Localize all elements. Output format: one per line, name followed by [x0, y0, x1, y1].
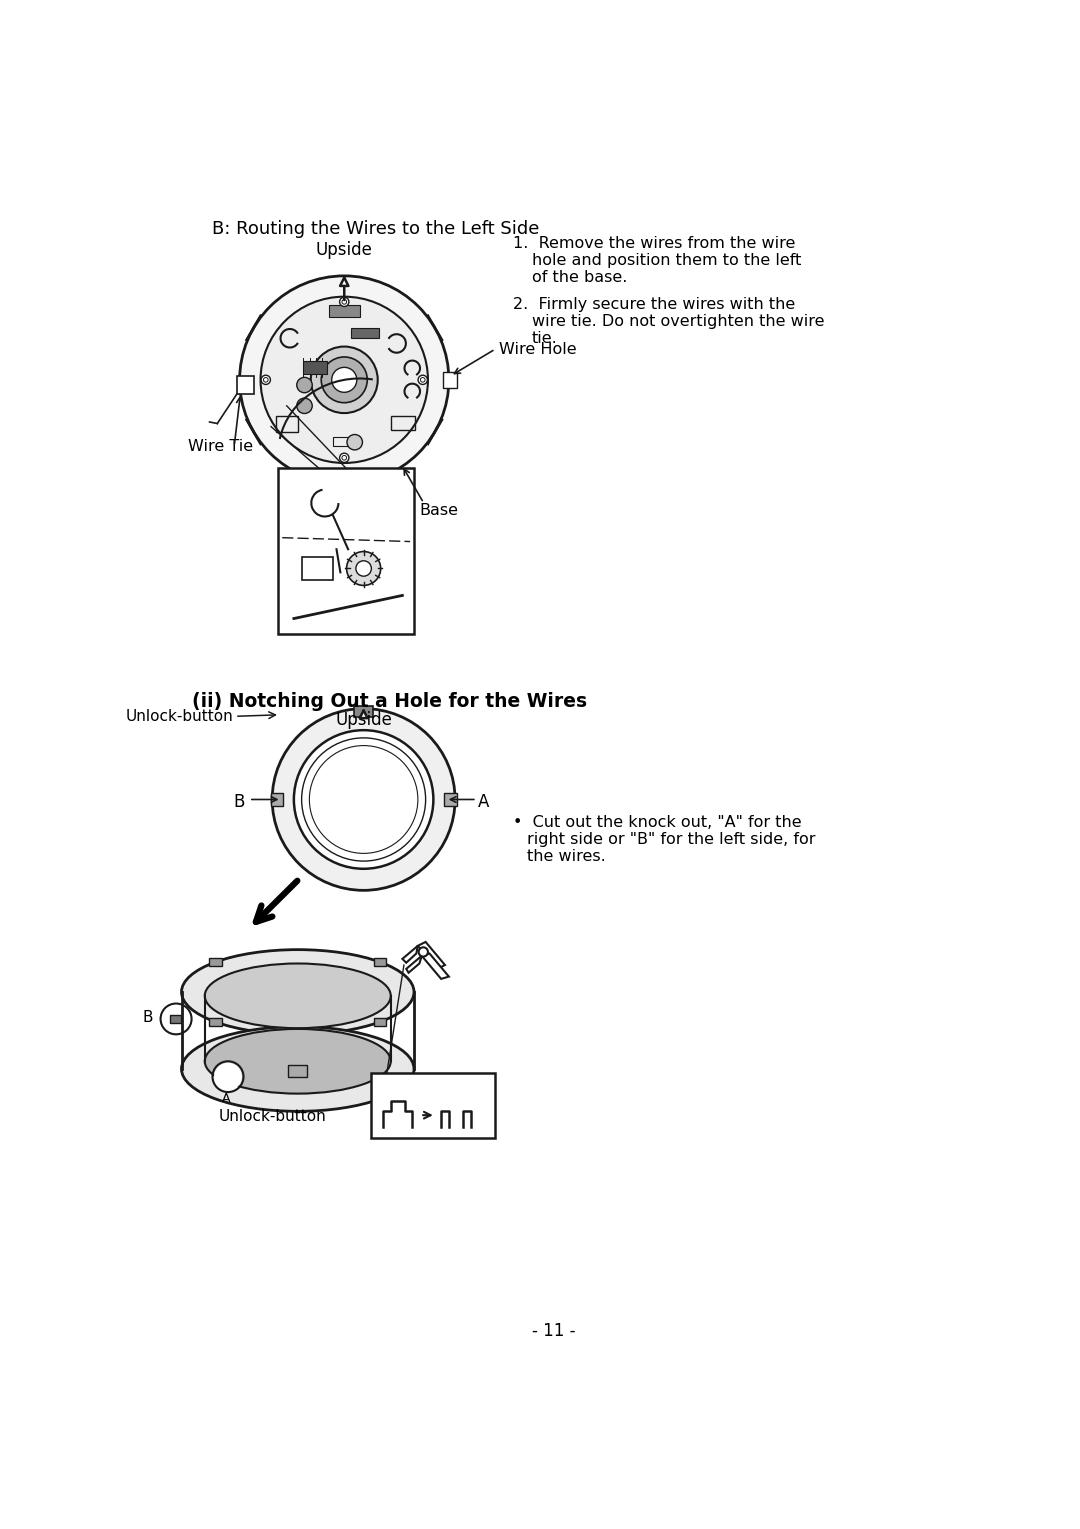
Circle shape [240, 275, 449, 483]
Circle shape [162, 1005, 190, 1032]
Text: the wires.: the wires. [527, 849, 606, 864]
Bar [271, 794, 283, 806]
Text: Upside: Upside [315, 242, 373, 260]
Text: Upside: Upside [335, 711, 392, 729]
Bar [170, 1015, 180, 1023]
Circle shape [356, 561, 372, 576]
Bar [333, 437, 356, 446]
Circle shape [294, 731, 433, 868]
Bar [372, 1073, 496, 1138]
Circle shape [272, 708, 455, 890]
Bar [351, 327, 379, 338]
Circle shape [339, 453, 349, 462]
Text: tie.: tie. [531, 332, 557, 347]
Polygon shape [418, 942, 445, 969]
Bar [288, 1066, 307, 1076]
Bar [354, 706, 373, 717]
Ellipse shape [181, 1026, 414, 1112]
Text: right side or "B" for the left side, for: right side or "B" for the left side, for [527, 832, 815, 847]
Circle shape [321, 356, 367, 402]
Bar [237, 376, 254, 394]
Circle shape [261, 375, 270, 384]
Text: A: A [478, 794, 489, 810]
Text: B: Routing the Wires to the Left Side: B: Routing the Wires to the Left Side [213, 220, 540, 237]
Bar [210, 959, 221, 966]
Text: Unlock-button: Unlock-button [219, 1109, 327, 1124]
Text: (ii) Notching Out a Hole for the Wires: (ii) Notching Out a Hole for the Wires [191, 691, 586, 711]
Circle shape [311, 347, 378, 413]
Text: wire tie. Do not overtighten the wire: wire tie. Do not overtighten the wire [531, 315, 824, 329]
Text: B: B [233, 794, 245, 810]
Bar [210, 1018, 221, 1026]
Ellipse shape [205, 1029, 391, 1093]
Text: A: A [221, 1092, 230, 1105]
Bar [391, 416, 415, 430]
Text: Wire Tie: Wire Tie [188, 439, 253, 454]
Polygon shape [406, 956, 422, 972]
Circle shape [347, 552, 380, 586]
Bar [276, 416, 298, 431]
Text: - 11 -: - 11 - [531, 1321, 576, 1339]
Polygon shape [403, 946, 418, 963]
Bar [374, 1018, 387, 1026]
Text: B: B [143, 1009, 153, 1024]
Bar [279, 468, 414, 635]
Text: of the base.: of the base. [531, 269, 627, 284]
Bar [444, 794, 457, 806]
Circle shape [339, 297, 349, 306]
Circle shape [260, 297, 428, 463]
Circle shape [332, 367, 356, 393]
Bar [374, 959, 387, 966]
Polygon shape [422, 954, 449, 979]
Bar [443, 372, 457, 387]
Text: Unlock-button: Unlock-button [125, 709, 233, 723]
Circle shape [297, 398, 312, 413]
Circle shape [418, 375, 428, 384]
Ellipse shape [181, 950, 414, 1034]
Text: Wire Hole: Wire Hole [499, 341, 577, 356]
Bar [301, 557, 333, 579]
Circle shape [214, 1063, 242, 1090]
Text: hole and position them to the left: hole and position them to the left [531, 252, 801, 268]
Circle shape [297, 378, 312, 393]
Ellipse shape [205, 963, 391, 1027]
Bar [328, 304, 360, 317]
Text: 2.  Firmly secure the wires with the: 2. Firmly secure the wires with the [513, 298, 796, 312]
Bar [303, 361, 326, 373]
Text: Base: Base [420, 503, 459, 518]
Text: 1.  Remove the wires from the wire: 1. Remove the wires from the wire [513, 235, 796, 251]
Circle shape [419, 948, 428, 957]
Text: •  Cut out the knock out, "A" for the: • Cut out the knock out, "A" for the [513, 815, 801, 830]
Circle shape [347, 434, 363, 450]
